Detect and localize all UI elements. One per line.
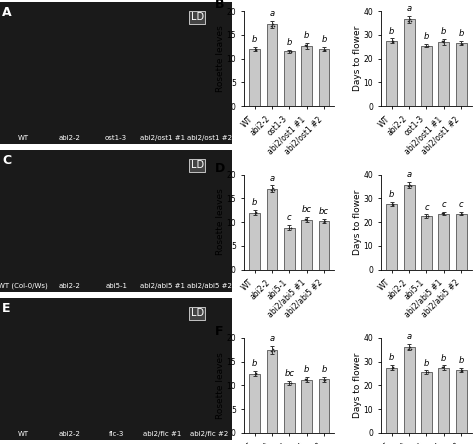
Text: abi2/flc #2: abi2/flc #2 <box>190 431 228 437</box>
Bar <box>319 221 329 270</box>
Text: c: c <box>287 214 292 222</box>
Text: bc: bc <box>319 207 329 216</box>
Text: LD: LD <box>191 160 204 170</box>
Text: b: b <box>321 35 327 44</box>
Text: ost1-3: ost1-3 <box>105 135 127 141</box>
Text: abi2-2: abi2-2 <box>59 431 81 437</box>
Text: b: b <box>389 353 394 362</box>
Text: WT: WT <box>18 135 29 141</box>
Text: WT (Col-0/Ws): WT (Col-0/Ws) <box>0 282 48 289</box>
Text: LD: LD <box>191 12 204 22</box>
Bar <box>284 383 295 433</box>
Bar <box>301 46 312 106</box>
Bar <box>456 370 466 433</box>
Y-axis label: Rosette leaves: Rosette leaves <box>216 189 225 255</box>
Text: B: B <box>215 0 225 11</box>
Text: abi2-2: abi2-2 <box>59 135 81 141</box>
Text: b: b <box>287 38 292 47</box>
Y-axis label: Rosette leaves: Rosette leaves <box>216 352 225 419</box>
Text: b: b <box>441 27 447 36</box>
Text: b: b <box>441 353 447 363</box>
Text: b: b <box>389 190 394 199</box>
Bar <box>438 368 449 433</box>
Text: b: b <box>424 32 429 41</box>
Bar <box>301 220 312 270</box>
Text: a: a <box>407 170 412 179</box>
Text: b: b <box>304 31 310 40</box>
Text: abi5-1: abi5-1 <box>105 283 127 289</box>
Bar <box>266 350 277 433</box>
Bar <box>249 213 260 270</box>
Y-axis label: Days to flower: Days to flower <box>353 189 362 255</box>
Bar <box>386 368 397 433</box>
Bar <box>386 204 397 270</box>
Bar <box>438 42 449 106</box>
Bar <box>284 228 295 270</box>
Bar <box>266 189 277 270</box>
Text: flc-3: flc-3 <box>109 431 124 437</box>
Bar <box>404 185 414 270</box>
Text: LD: LD <box>191 308 204 318</box>
Text: b: b <box>458 356 464 365</box>
Text: b: b <box>424 359 429 368</box>
Bar <box>438 214 449 270</box>
Text: D: D <box>215 162 226 174</box>
Bar <box>386 41 397 106</box>
Text: b: b <box>304 365 310 374</box>
Bar <box>421 46 432 106</box>
Text: c: c <box>424 202 429 211</box>
Bar <box>249 373 260 433</box>
Text: C: C <box>2 155 11 167</box>
Text: a: a <box>407 333 412 341</box>
Text: abi2-2: abi2-2 <box>59 283 81 289</box>
Bar <box>266 24 277 106</box>
Text: a: a <box>269 334 274 343</box>
Text: F: F <box>215 325 224 338</box>
Text: a: a <box>269 9 274 18</box>
Text: abi2/abi5 #1: abi2/abi5 #1 <box>140 283 185 289</box>
Text: bc: bc <box>284 369 294 378</box>
Bar <box>249 49 260 106</box>
Text: b: b <box>252 35 257 44</box>
Text: bc: bc <box>301 206 311 214</box>
Bar <box>284 52 295 106</box>
Text: b: b <box>252 359 257 369</box>
Bar <box>319 49 329 106</box>
Y-axis label: Days to flower: Days to flower <box>353 26 362 91</box>
Bar <box>404 20 414 106</box>
Text: E: E <box>2 302 11 315</box>
Text: abi2/flc #1: abi2/flc #1 <box>144 431 182 437</box>
Y-axis label: Rosette leaves: Rosette leaves <box>216 25 225 92</box>
Text: c: c <box>459 200 464 209</box>
Bar <box>301 380 312 433</box>
Text: b: b <box>321 365 327 374</box>
Text: A: A <box>2 7 12 20</box>
Bar <box>421 373 432 433</box>
Text: abi2/ost1 #1: abi2/ost1 #1 <box>140 135 185 141</box>
Text: abi2/ost1 #2: abi2/ost1 #2 <box>187 135 231 141</box>
Y-axis label: Days to flower: Days to flower <box>353 353 362 418</box>
Text: b: b <box>389 27 394 36</box>
Text: WT: WT <box>18 431 29 437</box>
Text: b: b <box>252 198 257 207</box>
Bar <box>421 216 432 270</box>
Text: b: b <box>458 29 464 39</box>
Bar <box>319 379 329 433</box>
Text: a: a <box>269 174 274 182</box>
Bar <box>456 214 466 270</box>
Text: abi2/abi5 #2: abi2/abi5 #2 <box>187 283 231 289</box>
Text: c: c <box>442 200 446 209</box>
Bar <box>404 347 414 433</box>
Text: a: a <box>407 4 412 13</box>
Bar <box>456 43 466 106</box>
